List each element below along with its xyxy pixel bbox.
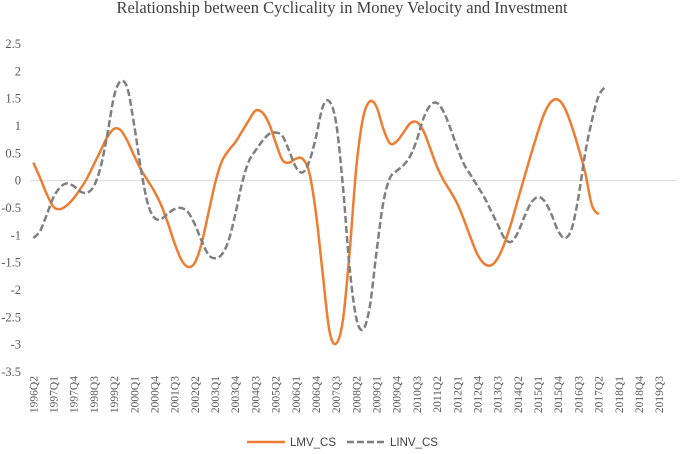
y-tick-label: -1 <box>11 228 21 242</box>
legend-label: LINV_CS <box>390 437 438 449</box>
y-tick-label: -2.5 <box>1 310 21 324</box>
y-tick-label: -3 <box>11 338 21 352</box>
x-tick-label: 2002Q2 <box>190 376 202 413</box>
x-tick-label: 2011Q2 <box>432 376 444 413</box>
legend: LMV_CS LINV_CS <box>247 437 438 449</box>
x-tick-label: 2015Q1 <box>533 376 545 413</box>
x-tick-label: 2018Q4 <box>634 376 646 413</box>
x-tick-label: 2010Q3 <box>412 376 424 413</box>
y-tick-label: -1.5 <box>1 256 21 270</box>
x-tick-label: 2013Q3 <box>493 376 505 413</box>
x-tick-label: 2006Q1 <box>291 376 303 413</box>
y-tick-label: 1.5 <box>5 92 21 106</box>
x-tick-label: 1998Q3 <box>89 376 101 413</box>
y-tick-label: -0.5 <box>1 201 21 215</box>
series-lines <box>32 79 607 346</box>
x-tick-label: 2019Q3 <box>654 376 666 413</box>
y-tick-label: 2 <box>15 64 21 78</box>
x-tick-label: 2005Q2 <box>271 376 283 413</box>
x-tick-label: 2016Q3 <box>573 376 585 413</box>
x-tick-label: 2009Q1 <box>372 376 384 413</box>
x-tick-label: 2017Q2 <box>594 376 606 413</box>
x-tick-label: 2001Q3 <box>170 376 182 413</box>
x-tick-label: 2015Q4 <box>553 376 565 413</box>
x-tick-label: 1996Q2 <box>28 376 40 413</box>
x-tick-label: 2018Q1 <box>614 376 626 413</box>
y-tick-label: -3.5 <box>1 365 21 379</box>
y-tick-label: 1 <box>15 119 21 133</box>
y-tick-labels: 2.5 2 1.5 1 0.5 0 -0.5 -1 -1.5 -2 -2.5 -3 -3.5 <box>1 37 21 379</box>
x-tick-label: 2006Q4 <box>311 376 323 413</box>
x-tick-label: 2000Q4 <box>149 376 161 413</box>
x-tick-label: 1999Q2 <box>109 376 121 413</box>
x-tick-label: 2003Q4 <box>230 376 242 413</box>
x-tick-label: 2000Q1 <box>129 376 141 413</box>
x-tick-label: 2008Q2 <box>351 376 363 413</box>
chart-title: Relationship between Cyclicality in Mone… <box>116 0 567 17</box>
y-tick-label: 0 <box>15 174 21 188</box>
x-tick-label: 1997Q4 <box>69 376 81 413</box>
x-tick-label: 2003Q1 <box>210 376 222 413</box>
series-line-lmv-cs <box>32 97 600 346</box>
y-tick-label: -2 <box>11 283 21 297</box>
x-tick-label: 1997Q1 <box>49 376 61 413</box>
x-tick-label: 2009Q4 <box>392 376 404 413</box>
x-tick-label: 2014Q2 <box>513 376 525 413</box>
x-tick-labels: 1996Q2 1997Q1 1997Q4 1998Q3 1999Q2 2000Q1 2000… <box>28 376 666 413</box>
x-tick-label: 2012Q1 <box>452 376 464 413</box>
x-tick-label: 2004Q3 <box>250 376 262 413</box>
y-tick-label: 2.5 <box>5 37 21 51</box>
x-tick-label: 2007Q3 <box>331 376 343 413</box>
y-tick-label: 0.5 <box>5 146 21 160</box>
x-tick-label: 2012Q4 <box>472 376 484 413</box>
series-line-linv-cs <box>32 79 607 332</box>
legend-label: LMV_CS <box>290 437 336 449</box>
